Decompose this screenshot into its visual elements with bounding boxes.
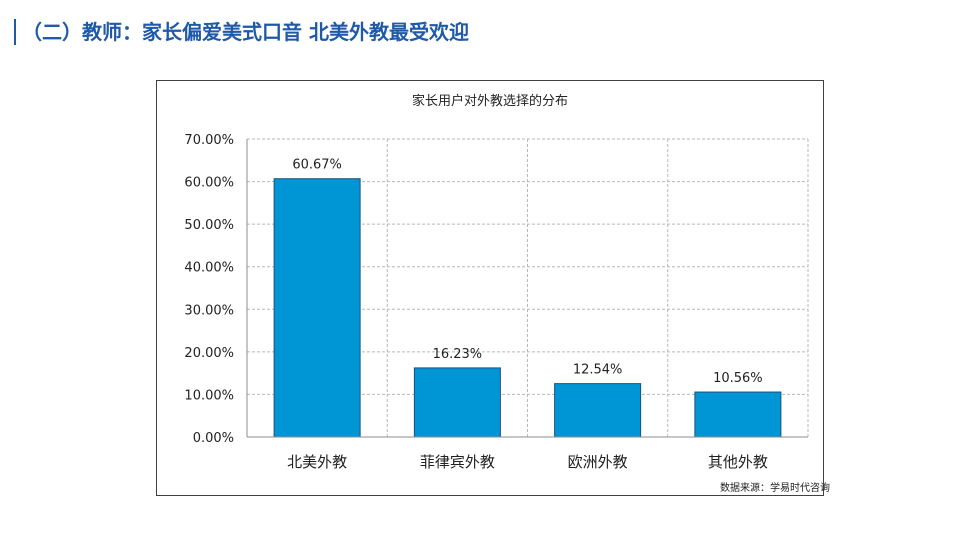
- y-tick-label: 70.00%: [184, 133, 234, 148]
- bar: [554, 383, 642, 438]
- chart-title: 家长用户对外教选择的分布: [412, 93, 568, 109]
- data-label: 12.54%: [573, 363, 623, 378]
- y-tick-label: 40.00%: [184, 261, 234, 276]
- data-label: 10.56%: [713, 371, 763, 386]
- y-tick-label: 0.00%: [193, 431, 234, 446]
- x-tick-label: 欧洲外教: [568, 453, 628, 471]
- source-note: 数据来源：学易时代咨询: [720, 483, 830, 494]
- y-tick-label: 20.00%: [184, 346, 234, 361]
- title-accent-bar: [14, 19, 16, 45]
- x-tick-label: 菲律宾外教: [420, 453, 495, 471]
- data-label: 60.67%: [292, 158, 342, 173]
- slide-title: （二）教师：家长偏爱美式口音 北美外教最受欢迎: [22, 20, 469, 44]
- x-tick-label: 其他外教: [708, 453, 768, 471]
- bar: [694, 391, 782, 438]
- data-label: 16.23%: [433, 347, 483, 362]
- y-tick-label: 60.00%: [184, 176, 234, 191]
- bar: [273, 178, 361, 438]
- y-tick-label: 10.00%: [184, 388, 234, 403]
- x-tick-label: 北美外教: [287, 453, 347, 471]
- y-tick-label: 50.00%: [184, 218, 234, 233]
- y-tick-label: 30.00%: [184, 303, 234, 318]
- bar: [413, 367, 501, 438]
